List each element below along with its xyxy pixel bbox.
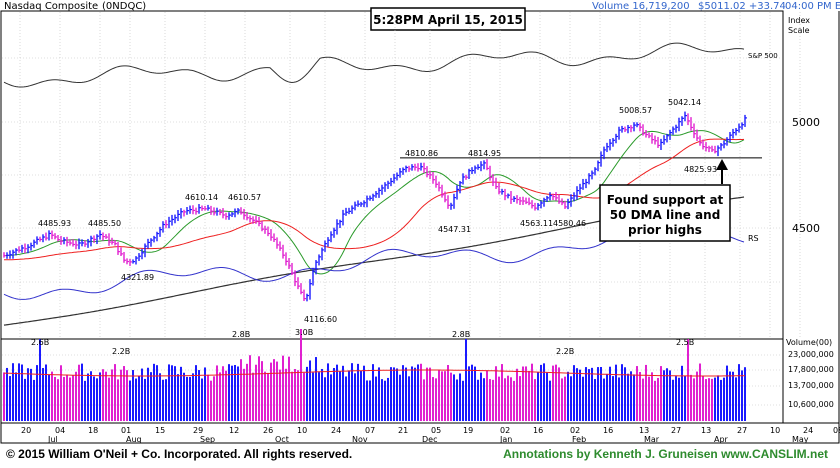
price-label: 4814.95 bbox=[468, 149, 501, 158]
volume-bars bbox=[3, 329, 746, 421]
date-axis-day: 05 bbox=[431, 426, 441, 435]
date-axis-day: 18 bbox=[88, 426, 98, 435]
index-scale-label-2: Scale bbox=[788, 26, 810, 35]
date-axis-day: 12 bbox=[229, 426, 239, 435]
sp500-label: S&P 500 bbox=[748, 52, 778, 60]
volume-axis-tick: 10,600,000 bbox=[788, 400, 834, 409]
annotation-text: Found support at 50 DMA line and prior hig… bbox=[607, 193, 724, 237]
volume-average-line bbox=[3, 369, 746, 377]
date-axis-day: 16 bbox=[603, 426, 613, 435]
price-label: 4321.89 bbox=[121, 273, 154, 282]
volume-label: 3.0B bbox=[295, 328, 313, 337]
date-axis-month: Nov bbox=[352, 435, 368, 444]
dma-50-line bbox=[3, 130, 745, 275]
annotation-box bbox=[599, 184, 731, 242]
date-axis-day: 04 bbox=[55, 426, 65, 435]
date-axis-day: 01 bbox=[121, 426, 131, 435]
volume-label: 2.5B bbox=[676, 338, 694, 347]
date-axis-month: Feb bbox=[572, 435, 586, 444]
rs-label: RS bbox=[748, 234, 759, 243]
date-axis-day: 27 bbox=[671, 426, 681, 435]
date-axis-day: 10 bbox=[297, 426, 307, 435]
date-axis-month: Jan bbox=[499, 435, 512, 444]
date-axis-month: Aug bbox=[126, 435, 142, 444]
annotation-text-line: 50 DMA line and bbox=[610, 208, 721, 222]
date-axis-month: Apr bbox=[714, 435, 729, 444]
axis-labels: 4500 5000 Volume(00) 23,000,000 17,800,000 13… bbox=[21, 116, 840, 444]
date-axis-month: Oct bbox=[275, 435, 289, 444]
timestamp-box bbox=[370, 7, 526, 31]
date-axis-day: 26 bbox=[263, 426, 273, 435]
indicator-lines bbox=[3, 42, 745, 326]
date-axis-frame bbox=[0, 422, 840, 444]
volume-label: 2.2B bbox=[556, 347, 574, 356]
copyright-notice: © 2015 William O'Neil + Co. Incorporated… bbox=[6, 447, 353, 461]
date-axis-day: 07 bbox=[365, 426, 375, 435]
index-name: Nasdaq Composite bbox=[4, 1, 98, 12]
annotation-arrow-head bbox=[716, 159, 728, 170]
volume-axis-tick: 17,800,000 bbox=[788, 365, 834, 374]
date-axis-month: May bbox=[792, 435, 809, 444]
date-axis-day: 13 bbox=[701, 426, 711, 435]
price-label: 5008.57 bbox=[619, 106, 652, 115]
annotation-credit: Annotations by Kenneth J. Gruneisen www.… bbox=[503, 447, 828, 461]
volume-axis-tick: 23,000,000 bbox=[788, 350, 834, 359]
price-label: 4825.93 bbox=[684, 165, 717, 174]
date-axis-month: Dec bbox=[422, 435, 437, 444]
date-axis-month: Jul bbox=[47, 435, 58, 444]
date-axis-day: 24 bbox=[331, 426, 341, 435]
date-axis-day: 21 bbox=[398, 426, 408, 435]
timestamp-text: 5:28PM April 15, 2015 bbox=[373, 13, 523, 27]
time-readout: 04:00 PM ET bbox=[785, 1, 840, 12]
date-axis-day: 10 bbox=[770, 426, 780, 435]
volume-label: 2.8B bbox=[452, 330, 470, 339]
volume-axis-title: Volume(00) bbox=[786, 338, 832, 347]
date-axis-day: 29 bbox=[193, 426, 203, 435]
date-axis-day: 24 bbox=[803, 426, 813, 435]
volume-label: 2.2B bbox=[112, 347, 130, 356]
date-axis-day: 08 bbox=[833, 426, 840, 435]
price-label: 4810.86 bbox=[405, 149, 438, 158]
price-readout: $5011.02 +33.74 bbox=[698, 1, 786, 12]
price-label: 4610.14 bbox=[185, 193, 218, 202]
price-label: 4116.60 bbox=[304, 315, 337, 324]
date-axis-day: 02 bbox=[570, 426, 580, 435]
sp500-line bbox=[3, 42, 745, 88]
price-label: 4580.46 bbox=[553, 219, 586, 228]
date-axis-day: 16 bbox=[533, 426, 543, 435]
price-label: 5042.14 bbox=[668, 98, 701, 107]
price-axis-tick: 4500 bbox=[792, 222, 820, 235]
price-label: 4610.57 bbox=[228, 193, 261, 202]
date-axis-day: 02 bbox=[500, 426, 510, 435]
chart-labels: 4485.93 4485.50 4321.89 4610.14 4610.57 4116.… bbox=[31, 52, 778, 356]
date-axis-day: 20 bbox=[21, 426, 31, 435]
volume-axis-tick: 13,700,000 bbox=[788, 381, 834, 390]
price-bars bbox=[3, 111, 747, 302]
date-axis-day: 19 bbox=[463, 426, 473, 435]
volume-label: 2.8B bbox=[232, 330, 250, 339]
annotation-text-line: Found support at bbox=[607, 193, 724, 207]
price-label: 4485.93 bbox=[38, 219, 71, 228]
price-axis-tick: 5000 bbox=[792, 116, 820, 129]
date-axis-day: 13 bbox=[639, 426, 649, 435]
date-axis-month: Mar bbox=[644, 435, 660, 444]
price-label: 4547.31 bbox=[438, 225, 471, 234]
annotation-text-line: prior highs bbox=[628, 223, 702, 237]
price-label: 4563.11 bbox=[520, 219, 553, 228]
date-axis-month: Sep bbox=[200, 435, 215, 444]
volume-label: 2.6B bbox=[31, 338, 49, 347]
index-scale-label-1: Index bbox=[788, 16, 810, 25]
ticker-symbol: (0NDQC) bbox=[102, 1, 146, 12]
volume-readout: Volume 16,719,200 bbox=[592, 1, 690, 12]
date-axis-day: 27 bbox=[737, 426, 747, 435]
date-axis-day: 15 bbox=[155, 426, 165, 435]
price-label: 4485.50 bbox=[88, 219, 121, 228]
